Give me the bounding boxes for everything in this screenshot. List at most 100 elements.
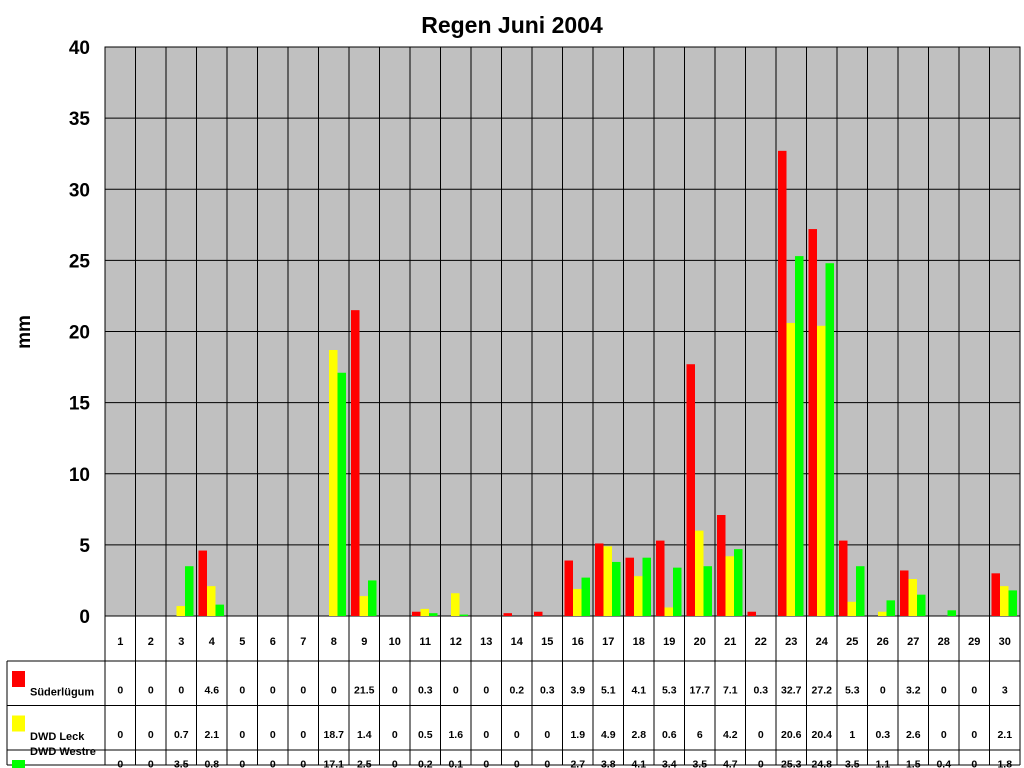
data-value: 3.5 — [692, 759, 707, 768]
bar — [664, 607, 673, 616]
y-tick-label: 20 — [69, 323, 90, 344]
data-value: 0.2 — [509, 684, 524, 696]
x-tick-label: 7 — [300, 636, 306, 648]
data-value: 0.4 — [936, 759, 951, 768]
data-value: 4.6 — [204, 684, 219, 696]
data-value: 0 — [514, 729, 520, 741]
data-value: 3.9 — [570, 684, 585, 696]
data-value: 3.5 — [845, 759, 860, 768]
data-value: 27.2 — [812, 684, 833, 696]
bar — [825, 263, 834, 616]
legend-label: DWD Leck — [30, 731, 85, 743]
x-tick-label: 28 — [938, 636, 950, 648]
bar — [878, 611, 887, 616]
x-tick-label: 23 — [785, 636, 797, 648]
x-tick-label: 15 — [541, 636, 553, 648]
data-value: 0.3 — [753, 684, 768, 696]
x-tick-label: 24 — [816, 636, 829, 648]
data-value: 2.6 — [906, 729, 921, 741]
x-tick-label: 19 — [663, 636, 675, 648]
data-value: 5.3 — [845, 684, 860, 696]
data-value: 0 — [392, 759, 398, 768]
bar — [747, 611, 756, 616]
data-value: 0 — [300, 729, 306, 741]
data-value: 0 — [117, 729, 123, 741]
bar — [795, 256, 804, 616]
x-tick-label: 26 — [877, 636, 889, 648]
x-tick-label: 11 — [419, 636, 431, 648]
data-value: 3.4 — [662, 759, 677, 768]
data-value: 0 — [971, 684, 977, 696]
x-tick-label: 1 — [117, 636, 123, 648]
data-value: 0 — [239, 759, 245, 768]
legend-swatch — [12, 760, 25, 768]
x-tick-label: 5 — [239, 636, 245, 648]
bar — [725, 556, 734, 616]
data-value: 1.4 — [357, 729, 372, 741]
data-value: 0 — [544, 729, 550, 741]
bar — [429, 613, 438, 616]
data-value: 1.6 — [448, 729, 463, 741]
legend-label: Süderlügum — [30, 687, 94, 699]
x-tick-label: 20 — [694, 636, 706, 648]
data-value: 0 — [270, 759, 276, 768]
x-tick-label: 21 — [724, 636, 736, 648]
bar — [917, 594, 926, 616]
bar — [686, 364, 695, 616]
bar — [185, 566, 194, 616]
bar — [734, 549, 743, 616]
data-value: 0 — [178, 684, 184, 696]
x-tick-label: 3 — [178, 636, 184, 648]
data-value: 1 — [849, 729, 855, 741]
bar — [359, 596, 368, 616]
data-value: 4.1 — [631, 759, 646, 768]
bar — [215, 604, 224, 616]
data-value: 5.1 — [601, 684, 616, 696]
bar — [412, 611, 421, 616]
data-value: 25.3 — [781, 759, 802, 768]
data-value: 0 — [117, 684, 123, 696]
bar — [778, 150, 787, 616]
data-value: 0 — [148, 759, 154, 768]
data-value: 3.8 — [601, 759, 616, 768]
bar — [573, 588, 582, 616]
bar — [420, 608, 429, 616]
x-tick-label: 4 — [209, 636, 216, 648]
bar — [856, 566, 865, 616]
x-tick-label: 13 — [480, 636, 492, 648]
y-tick-label: 40 — [69, 38, 90, 59]
data-value: 4.7 — [723, 759, 738, 768]
bar — [786, 322, 795, 616]
data-value: 0 — [941, 729, 947, 741]
data-value: 0.3 — [875, 729, 890, 741]
bar — [368, 580, 377, 616]
data-value: 3.2 — [906, 684, 921, 696]
bar — [839, 540, 848, 616]
y-tick-label: 10 — [69, 465, 90, 486]
x-tick-label: 18 — [633, 636, 645, 648]
bar — [503, 613, 512, 616]
chart-title: Regen Juni 2004 — [421, 12, 603, 38]
data-value: 0 — [941, 684, 947, 696]
bar — [459, 614, 468, 616]
y-tick-label: 25 — [69, 251, 91, 272]
bar — [351, 310, 360, 616]
y-tick-label: 15 — [69, 394, 91, 415]
data-value: 0 — [758, 759, 764, 768]
data-value: 2.1 — [997, 729, 1012, 741]
data-value: 0 — [270, 684, 276, 696]
bar — [1008, 590, 1017, 616]
data-value: 0.7 — [174, 729, 189, 741]
x-tick-label: 30 — [999, 636, 1011, 648]
bar — [564, 560, 573, 616]
bar — [991, 573, 1000, 616]
x-tick-label: 14 — [511, 636, 524, 648]
bar — [642, 557, 651, 616]
x-tick-label: 17 — [602, 636, 614, 648]
y-tick-label: 35 — [69, 109, 91, 130]
bar — [886, 600, 895, 616]
data-value: 4.9 — [601, 729, 616, 741]
x-tick-label: 12 — [450, 636, 462, 648]
bar — [581, 577, 590, 616]
